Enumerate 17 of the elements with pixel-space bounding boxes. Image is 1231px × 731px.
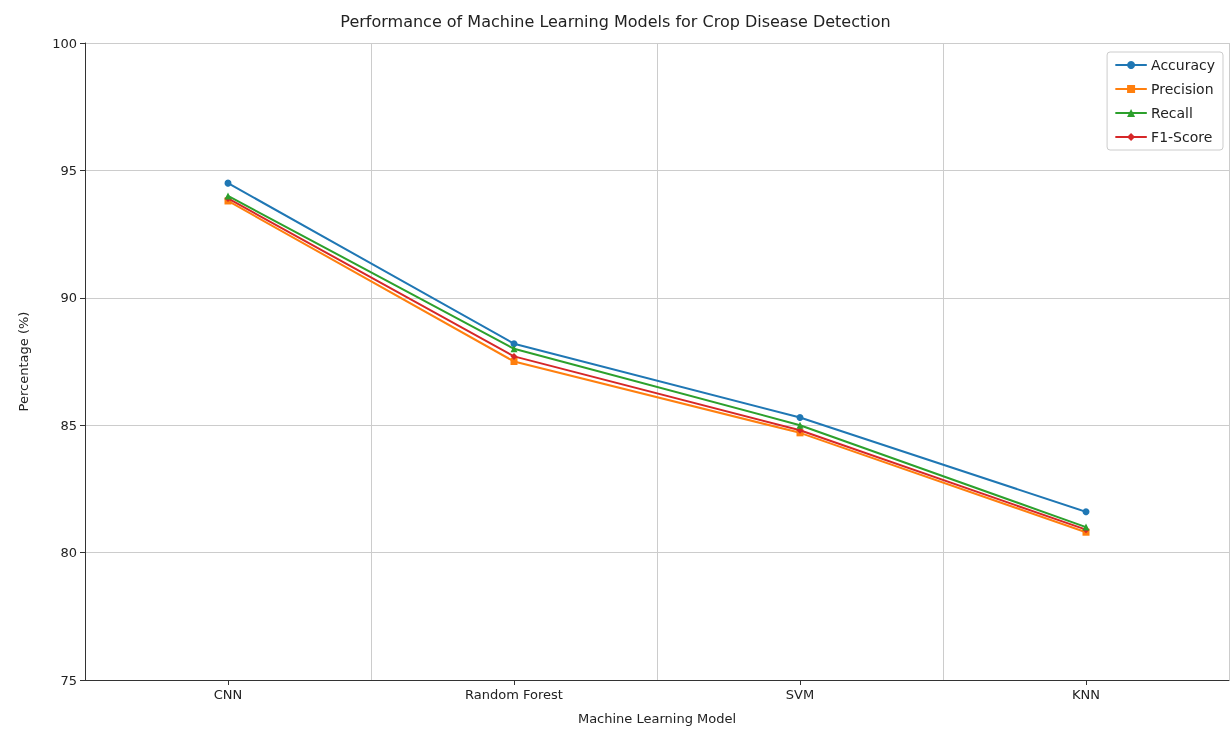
legend-label: Precision [1151,81,1214,97]
y-axis-title: Percentage (%) [16,311,31,412]
chart-title: Performance of Machine Learning Models for Crop Disease Detection [340,11,891,31]
y-tick-label: 95 [60,162,77,178]
x-tick-label: CNN [213,687,243,702]
legend-label: F1-Score [1151,129,1213,145]
y-tick-label: 100 [52,35,77,51]
y-tick-label: 90 [60,290,77,306]
legend-label: Recall [1151,105,1193,121]
x-tick-label: KNN [1072,687,1100,702]
x-tick-label: SVM [785,687,815,702]
x-tick-label: Random Forest [465,687,563,702]
legend-label: Accuracy [1151,57,1216,73]
y-tick-label: 85 [60,417,77,433]
y-tick-label: 80 [60,545,77,561]
y-tick-label: 75 [60,672,77,688]
x-axis-title: Machine Learning Model [577,711,737,726]
